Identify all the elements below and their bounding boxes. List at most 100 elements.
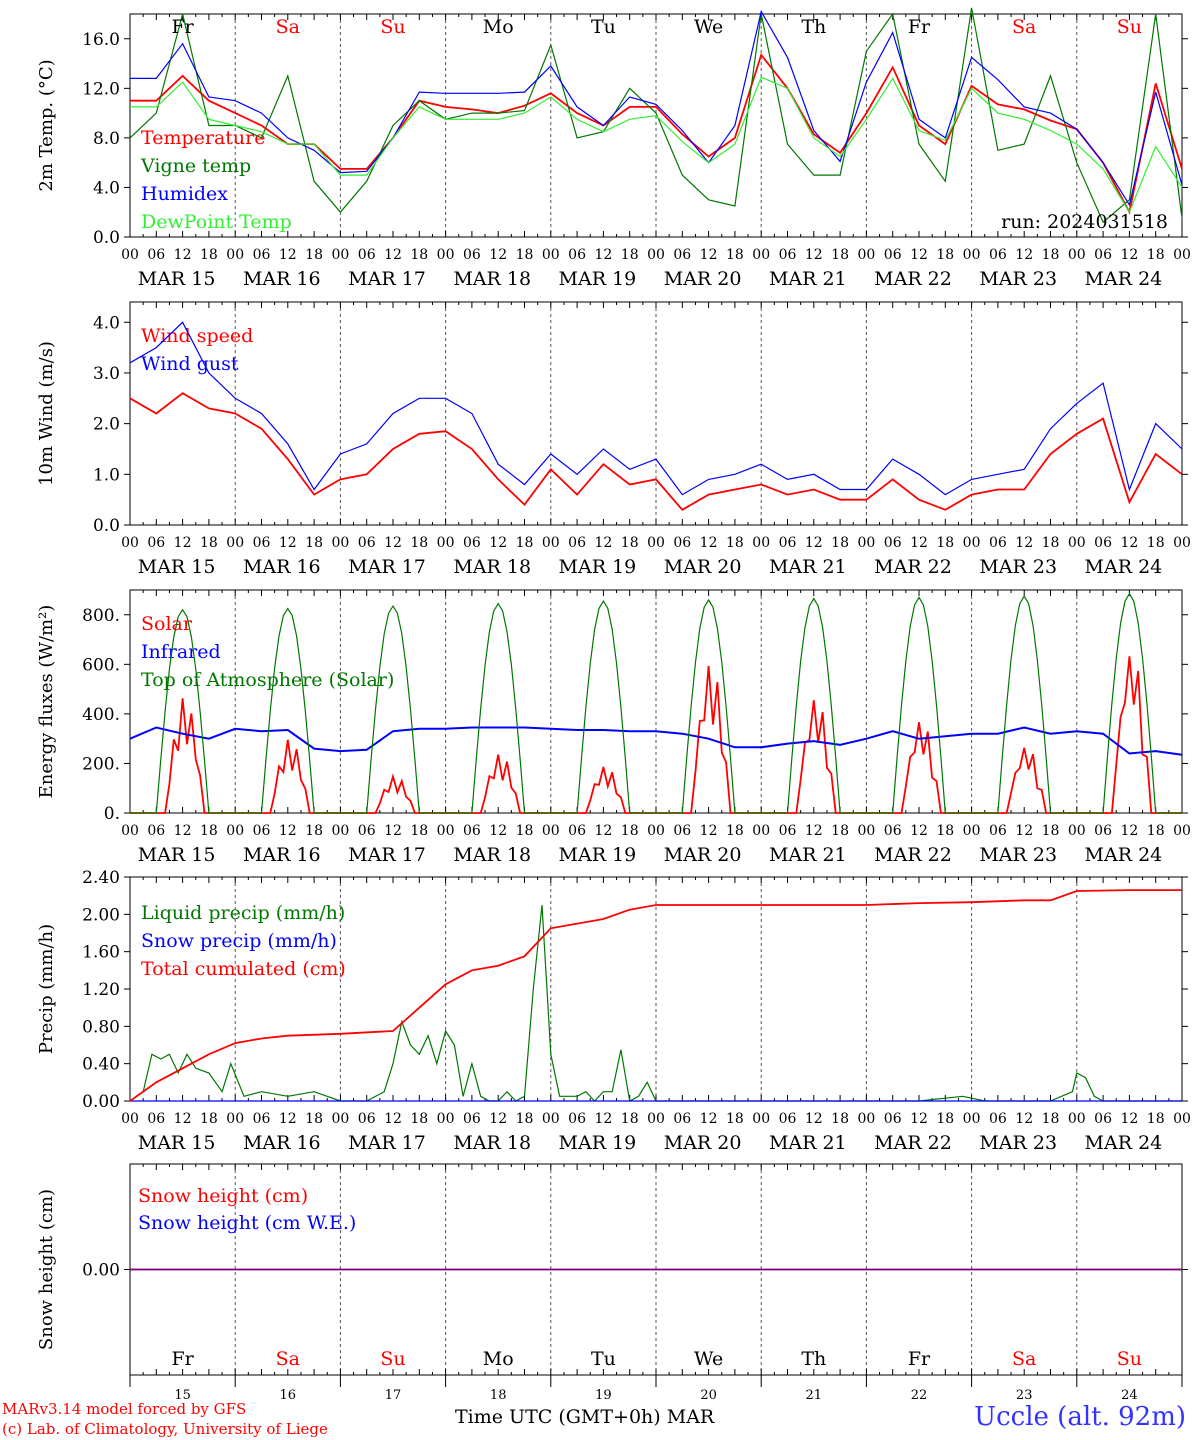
hour-tick-label: 18	[936, 823, 954, 839]
hour-tick-label: 00	[857, 823, 875, 839]
hour-tick-label: 18	[831, 823, 849, 839]
date-label: MAR 15	[138, 556, 216, 578]
hour-tick-label: 00	[542, 1111, 560, 1127]
hour-tick-label: 00	[963, 1111, 981, 1127]
hour-tick-label: 12	[384, 1111, 402, 1127]
hour-tick-label: 06	[673, 1111, 691, 1127]
hour-tick-label: 00	[857, 247, 875, 263]
weekday-label-bottom: Sa	[276, 1348, 300, 1370]
hour-tick-label: 00	[331, 1111, 349, 1127]
hour-tick-label: 12	[279, 535, 297, 551]
weekday-label-bottom: Sa	[1012, 1348, 1036, 1370]
date-label: MAR 21	[769, 268, 847, 290]
y-axis-label: Precip (mm/h)	[36, 924, 57, 1054]
y-tick-label: 3.0	[93, 364, 120, 384]
hour-tick-label: 12	[805, 535, 823, 551]
weekday-label-top: We	[694, 16, 723, 38]
date-label: MAR 21	[769, 556, 847, 578]
date-label: MAR 19	[559, 1132, 637, 1154]
hour-tick-label: 00	[752, 1111, 770, 1127]
weekday-label-bottom: Tu	[591, 1348, 616, 1370]
hour-tick-label: 18	[831, 1111, 849, 1127]
weekday-label-bottom: Fr	[908, 1348, 931, 1370]
hour-tick-label: 00	[963, 247, 981, 263]
station-label: Uccle (alt. 92m)	[974, 1402, 1186, 1432]
hour-tick-label: 00	[1068, 823, 1086, 839]
month-label: MAR	[666, 1406, 715, 1428]
hour-tick-label: 00	[857, 535, 875, 551]
hour-tick-label: 00	[1068, 535, 1086, 551]
hour-tick-label: 12	[489, 1111, 507, 1127]
hour-tick-label: 12	[700, 535, 718, 551]
credit-line-1: MARv3.14 model forced by GFS	[2, 1400, 247, 1418]
hour-tick-label: 06	[673, 247, 691, 263]
date-label: MAR 15	[138, 1132, 216, 1154]
legend-entry: Wind gust	[141, 353, 239, 375]
hour-tick-label: 06	[1094, 535, 1112, 551]
hour-tick-label: 06	[147, 247, 165, 263]
hour-tick-label: 18	[1147, 823, 1165, 839]
date-label: MAR 17	[348, 268, 426, 290]
date-label: MAR 17	[348, 556, 426, 578]
hour-tick-label: 18	[305, 247, 323, 263]
hour-tick-label: 12	[279, 247, 297, 263]
day-number-label: 19	[595, 1388, 612, 1403]
hour-tick-label: 06	[253, 823, 271, 839]
series-line-wind-speed	[129, 392, 1183, 511]
hour-tick-label: 06	[1094, 247, 1112, 263]
hour-tick-label: 12	[910, 1111, 928, 1127]
date-label: MAR 18	[453, 844, 531, 866]
weekday-label-top: Su	[1117, 16, 1142, 38]
hour-tick-label: 06	[568, 823, 586, 839]
hour-tick-label: 00	[963, 823, 981, 839]
hour-tick-label: 12	[805, 1111, 823, 1127]
hour-tick-label: 06	[884, 1111, 902, 1127]
y-tick-label: 0.80	[82, 1017, 120, 1037]
weekday-label-top: Fr	[908, 16, 931, 38]
hour-tick-label: 00	[121, 535, 139, 551]
hour-tick-label: 12	[594, 823, 612, 839]
hour-tick-label: 06	[779, 247, 797, 263]
hour-tick-label: 12	[489, 823, 507, 839]
y-tick-label: 0.0	[93, 228, 120, 248]
hour-tick-label: 12	[700, 823, 718, 839]
hour-tick-label: 12	[279, 1111, 297, 1127]
hour-tick-label: 06	[1094, 1111, 1112, 1127]
hour-tick-label: 06	[358, 535, 376, 551]
legend-entry: Total cumulated (cm)	[141, 958, 346, 980]
hour-tick-label: 18	[200, 247, 218, 263]
hour-tick-label: 18	[516, 1111, 534, 1127]
hour-tick-label: 18	[305, 823, 323, 839]
legend-entry: Top of Atmosphere (Solar)	[141, 669, 394, 691]
date-label: MAR 24	[1085, 556, 1163, 578]
hour-tick-label: 12	[1015, 247, 1033, 263]
y-tick-label: 200.	[82, 754, 120, 774]
hour-tick-label: 18	[1147, 1111, 1165, 1127]
legend-entry: Temperature	[141, 127, 265, 149]
hour-tick-label: 00	[121, 1111, 139, 1127]
hour-tick-label: 06	[253, 1111, 271, 1127]
hour-tick-label: 12	[384, 535, 402, 551]
hour-tick-label: 18	[831, 247, 849, 263]
panel-frame	[129, 589, 1183, 814]
hour-tick-label: 18	[621, 247, 639, 263]
day-number-label: 24	[1121, 1388, 1138, 1403]
hour-tick-label: 06	[779, 1111, 797, 1127]
legend-entry: Solar	[141, 613, 193, 635]
hour-tick-label: 18	[200, 823, 218, 839]
hour-tick-label: 18	[621, 823, 639, 839]
hour-tick-label: 12	[174, 823, 192, 839]
weekday-label-top: Th	[801, 16, 826, 38]
hour-tick-label: 00	[1173, 247, 1191, 263]
hour-tick-label: 06	[779, 535, 797, 551]
y-tick-label: 2.00	[82, 905, 120, 925]
hour-tick-label: 00	[647, 247, 665, 263]
date-label: MAR 22	[874, 1132, 952, 1154]
hour-tick-label: 18	[936, 247, 954, 263]
y-axis-label: 2m Temp. (°C)	[36, 59, 57, 191]
hour-tick-label: 00	[857, 1111, 875, 1127]
hour-tick-label: 00	[437, 535, 455, 551]
date-label: MAR 22	[874, 844, 952, 866]
hour-tick-label: 00	[542, 247, 560, 263]
